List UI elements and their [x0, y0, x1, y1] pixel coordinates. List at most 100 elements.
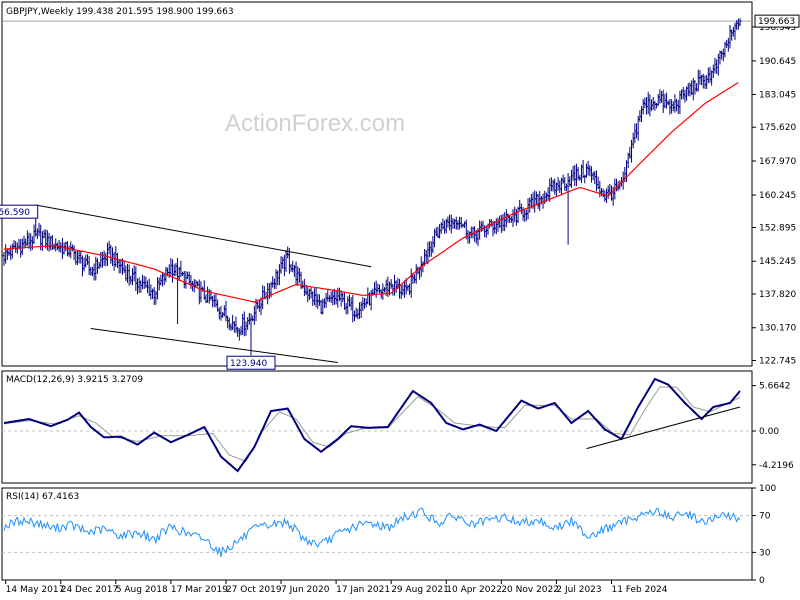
price-bar: [518, 199, 522, 211]
price-bar: [591, 171, 595, 181]
price-bar: [10, 243, 14, 259]
macd-panel-title: MACD(12,26,9) 3.9215 3.2709: [6, 375, 143, 385]
price-bar: [334, 291, 338, 305]
price-bar: [576, 166, 580, 181]
price-bar: [49, 235, 53, 251]
price-bar: [84, 254, 88, 268]
price-bar: [341, 292, 345, 303]
price-bar: [726, 37, 730, 52]
date-tick-label: 2 Jul 2023: [556, 585, 601, 595]
price-bar: [651, 96, 655, 110]
price-bar: [266, 282, 270, 305]
price-bar: [271, 276, 275, 288]
price-bar: [45, 230, 49, 251]
price-bar: [393, 274, 397, 296]
price-tick-label: 190.645: [759, 57, 796, 67]
price-bar: [551, 179, 555, 192]
price-bar: [459, 217, 463, 228]
price-bar: [409, 268, 413, 298]
price-bar: [171, 259, 175, 283]
price-bar: [35, 228, 39, 240]
price-bar: [144, 276, 148, 289]
price-bar: [728, 24, 732, 49]
macd-panel: [3, 377, 741, 473]
price-bar: [4, 244, 8, 264]
price-bar: [710, 70, 714, 86]
price-bar: [646, 91, 650, 115]
price-bar: [359, 301, 363, 319]
price-bar: [383, 287, 387, 293]
price-bar: [327, 295, 331, 302]
price-bar: [473, 226, 477, 242]
price-bar: [69, 241, 73, 259]
price-bar: [357, 302, 361, 320]
price-bar: [172, 264, 176, 277]
price-bar: [660, 91, 664, 103]
price-bar: [665, 92, 669, 109]
macd-tick-label: 5.6642: [759, 382, 791, 392]
price-tick-label: 175.620: [759, 123, 796, 133]
price-bar: [326, 290, 330, 302]
date-tick-label: 14 May 2017: [6, 585, 65, 595]
price-bar: [673, 94, 677, 113]
price-bar: [554, 182, 558, 197]
price-bar: [658, 89, 662, 104]
price-bar: [214, 293, 218, 308]
price-tick-label: 183.045: [759, 90, 796, 100]
axis-labels: 198.345 190.645 183.045 175.620 167.970 160.2…: [5, 14, 800, 595]
price-bar: [136, 278, 140, 295]
price-bar: [80, 255, 84, 277]
price-bar: [715, 59, 719, 74]
price-bar: [90, 266, 94, 277]
price-bar: [696, 69, 700, 92]
price-bar: [319, 299, 323, 315]
price-bar: [469, 226, 473, 239]
price-bar: [631, 132, 635, 149]
grid: [2, 20, 752, 553]
price-bar: [114, 246, 118, 267]
price-bar: [137, 277, 141, 294]
price-bar: [711, 64, 715, 79]
price-bar: [428, 241, 432, 258]
price-bar: [708, 66, 712, 83]
price-bar: [506, 213, 510, 223]
price-bar: [234, 316, 238, 334]
price-panel-title: GBPJPY,Weekly 199.438 201.595 198.900 19…: [6, 7, 234, 17]
price-bar: [533, 190, 537, 213]
price-bar: [224, 300, 228, 322]
price-tick-label: 198.345: [759, 23, 796, 33]
price-bar: [227, 317, 231, 331]
price-bar: [349, 297, 353, 311]
price-bar: [593, 170, 597, 185]
price-bar: [5, 248, 9, 261]
watermark: ActionForex.com: [225, 110, 405, 137]
price-bar: [9, 245, 13, 261]
price-bar: [67, 245, 71, 257]
price-bar: [690, 80, 694, 95]
price-bar: [408, 283, 412, 295]
price-bar: [306, 286, 310, 303]
price-bar: [578, 175, 582, 181]
price-tick-label: 137.820: [759, 290, 796, 300]
price-bar: [566, 173, 570, 245]
price-bar: [139, 280, 143, 293]
price-bar: [630, 139, 634, 163]
price-bar: [242, 311, 246, 337]
price-bar: [20, 238, 24, 255]
price-bar: [252, 305, 256, 325]
date-tick-label: 24 Dec 2017: [61, 585, 118, 595]
price-bar: [454, 216, 458, 230]
date-tick-label: 7 Jun 2020: [281, 585, 330, 595]
price-bar: [112, 252, 116, 271]
price-bar: [431, 236, 435, 254]
price-annotation-label: 156.590: [0, 208, 30, 218]
price-bar: [331, 289, 335, 306]
price-bar: [536, 194, 540, 209]
price-bar: [256, 301, 260, 309]
price-bar: [725, 39, 729, 48]
price-bar: [503, 212, 507, 232]
price-tick-label: 160.245: [759, 191, 796, 201]
price-bar: [626, 152, 630, 169]
price-bar: [301, 280, 305, 289]
price-bar: [289, 263, 293, 272]
